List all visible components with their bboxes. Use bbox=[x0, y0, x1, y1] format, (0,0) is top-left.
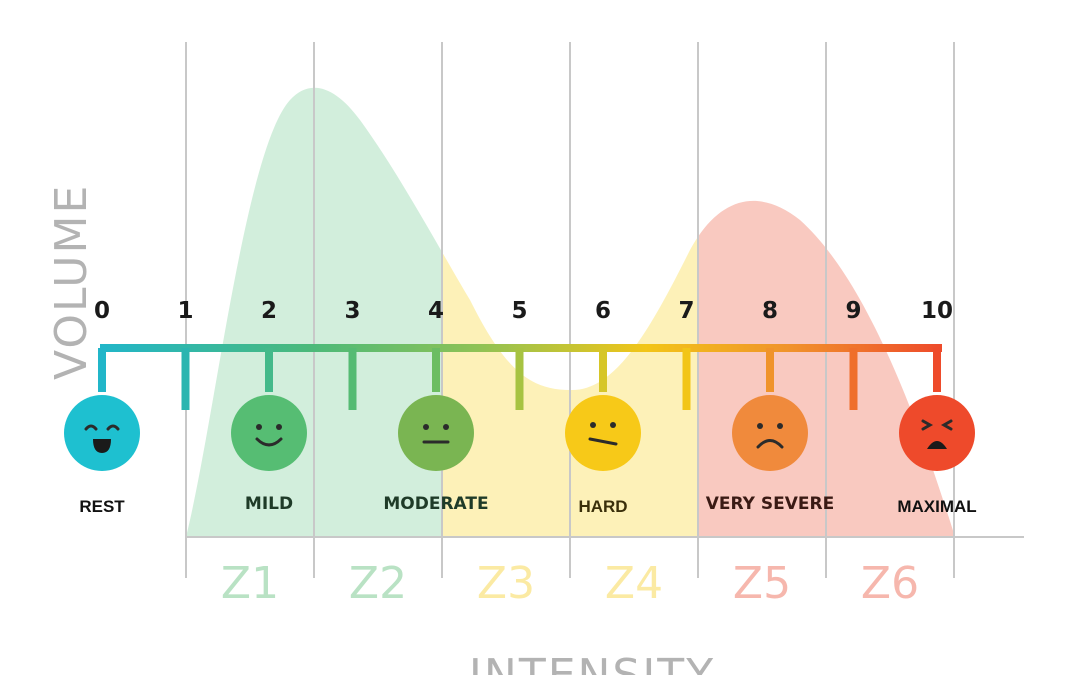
scale-number: 2 bbox=[261, 298, 277, 324]
zone-labels: Z1 Z2 Z3 Z4 Z5 Z6 bbox=[221, 558, 919, 609]
scale-number: 0 bbox=[94, 298, 110, 324]
scale-tick bbox=[766, 348, 774, 392]
effort-label: VERY SEVERE bbox=[706, 494, 835, 514]
scale-tick bbox=[515, 348, 524, 410]
effort-label: MILD bbox=[245, 494, 293, 514]
scale-number: 6 bbox=[595, 298, 611, 324]
scale-number: 8 bbox=[762, 298, 778, 324]
scale-ticks bbox=[98, 348, 941, 410]
zone-label: Z5 bbox=[733, 558, 791, 609]
zone-gridlines bbox=[185, 42, 955, 578]
zone-label: Z6 bbox=[861, 558, 919, 609]
scale-tick bbox=[181, 348, 190, 410]
scale-tick bbox=[98, 348, 106, 392]
frown-face-icon bbox=[732, 395, 808, 471]
scale-number: 1 bbox=[177, 298, 193, 324]
effort-faces bbox=[64, 395, 975, 471]
scale-numbers: 0 1 2 3 4 5 6 7 8 9 10 bbox=[94, 298, 953, 324]
x-axis-title: INTENSITY bbox=[469, 650, 715, 675]
effort-labels: REST MILD MODERATE HARD VERY SEVERE MAXIMAL bbox=[79, 494, 976, 516]
y-axis-title: VOLUME bbox=[46, 184, 97, 380]
volume-area-yellow bbox=[442, 236, 698, 537]
scale-tick bbox=[599, 348, 607, 392]
effort-label: HARD bbox=[578, 497, 627, 516]
effort-label: REST bbox=[79, 497, 125, 516]
scale-tick bbox=[933, 348, 941, 392]
scale-tick bbox=[348, 348, 357, 410]
effort-label: MAXIMAL bbox=[897, 497, 976, 516]
smile-face-icon bbox=[231, 395, 307, 471]
scale-tick bbox=[849, 348, 858, 410]
uneasy-face-icon bbox=[565, 395, 641, 471]
effort-scale: 0 1 2 3 4 5 6 7 8 9 10 bbox=[94, 298, 953, 410]
zone-label: Z2 bbox=[349, 558, 407, 609]
scale-number: 10 bbox=[921, 298, 953, 324]
zone-label: Z3 bbox=[477, 558, 535, 609]
scale-tick bbox=[682, 348, 691, 410]
scale-number: 5 bbox=[511, 298, 527, 324]
scale-number: 4 bbox=[428, 298, 444, 324]
scale-number: 9 bbox=[845, 298, 861, 324]
effort-label: MODERATE bbox=[383, 494, 488, 514]
neutral-face-icon bbox=[398, 395, 474, 471]
distressed-face-icon bbox=[899, 395, 975, 471]
happy-face-icon bbox=[64, 395, 140, 471]
scale-number: 3 bbox=[344, 298, 360, 324]
scale-number: 7 bbox=[678, 298, 694, 324]
scale-tick bbox=[265, 348, 273, 392]
zone-label: Z1 bbox=[221, 558, 279, 609]
scale-tick bbox=[432, 348, 440, 392]
zone-label: Z4 bbox=[605, 558, 663, 609]
